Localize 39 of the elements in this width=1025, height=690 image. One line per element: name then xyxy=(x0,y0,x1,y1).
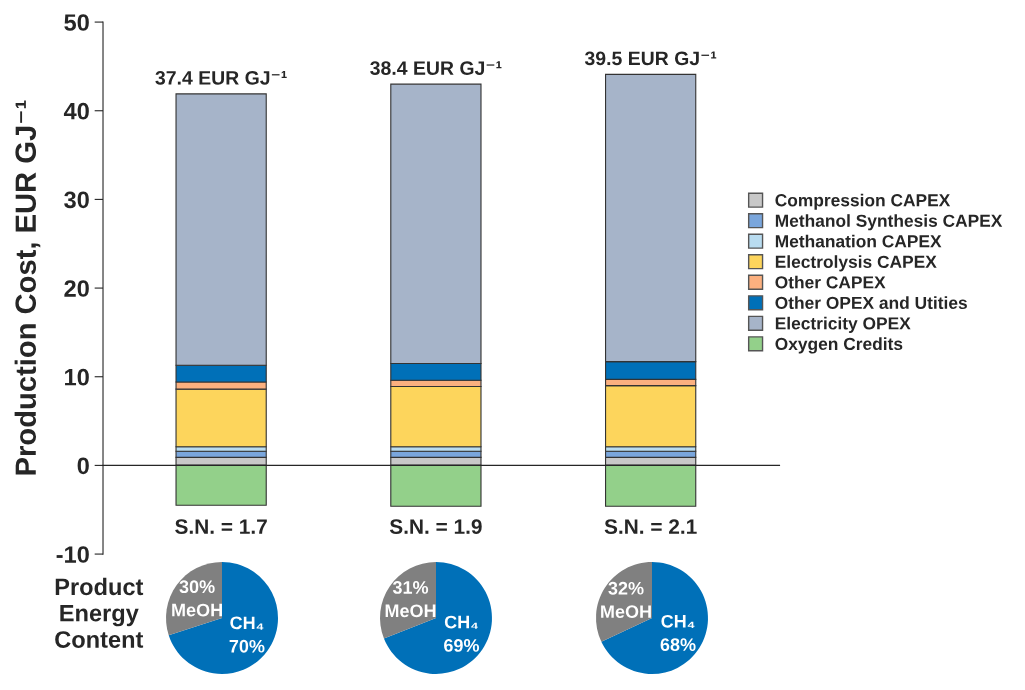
legend-label: Electricity OPEX xyxy=(775,316,911,333)
legend-label: Oxygen Credits xyxy=(775,337,903,354)
legend-label: Other CAPEX xyxy=(775,275,886,289)
slice-label: MeOH xyxy=(172,603,222,617)
slice-label: CH₄ xyxy=(230,616,264,630)
slice-label: CH₄ xyxy=(444,615,478,629)
x-tick-label: S.N. = 1.7 xyxy=(175,519,267,534)
total-label: 37.4 EUR GJ⁻¹ xyxy=(155,70,287,85)
data-label: 32% xyxy=(608,581,644,595)
legend-label: Methanation CAPEX xyxy=(775,234,942,248)
y-tick-label: 20 xyxy=(64,280,89,297)
pie-slice xyxy=(168,562,278,674)
pie-slice xyxy=(601,562,708,674)
total-label: 38.4 EUR GJ⁻¹ xyxy=(370,61,502,76)
data-label: 68% xyxy=(660,638,696,652)
y-tick-label: -10 xyxy=(56,546,89,563)
text: Product Energy Content xyxy=(55,577,144,648)
x-tick-label: S.N. = 1.9 xyxy=(389,519,482,534)
y-tick-label: 50 xyxy=(64,14,89,31)
y-tick-label: 40 xyxy=(63,102,89,120)
y-tick-label: 30 xyxy=(64,191,89,209)
legend-label: Other OPEX and Utities xyxy=(775,296,967,310)
slice-label: MeOH xyxy=(601,605,651,619)
total-label: 39.5 EUR GJ⁻¹ xyxy=(584,51,717,66)
y-tick-label: 10 xyxy=(65,368,89,386)
data-label: 30% xyxy=(179,580,215,594)
data-label: 70% xyxy=(229,639,265,653)
pie-slice xyxy=(383,562,492,674)
x-tick-label: S.N. = 2.1 xyxy=(604,519,697,534)
data-label: 69% xyxy=(444,639,480,652)
y-tick-label: 0 xyxy=(77,457,89,475)
legend-label: Methanol Synthesis CAPEX xyxy=(775,214,1003,231)
y-axis-title: Production Cost, EUR GJ⁻¹ xyxy=(14,100,41,475)
slice-label: CH₄ xyxy=(661,614,695,629)
bar xyxy=(390,385,482,448)
data-label: 31% xyxy=(392,581,429,594)
legend-label: Electrolysis CAPEX xyxy=(775,255,937,272)
slice-label: MeOH xyxy=(385,604,436,618)
legend-label: Compression CAPEX xyxy=(775,193,951,210)
